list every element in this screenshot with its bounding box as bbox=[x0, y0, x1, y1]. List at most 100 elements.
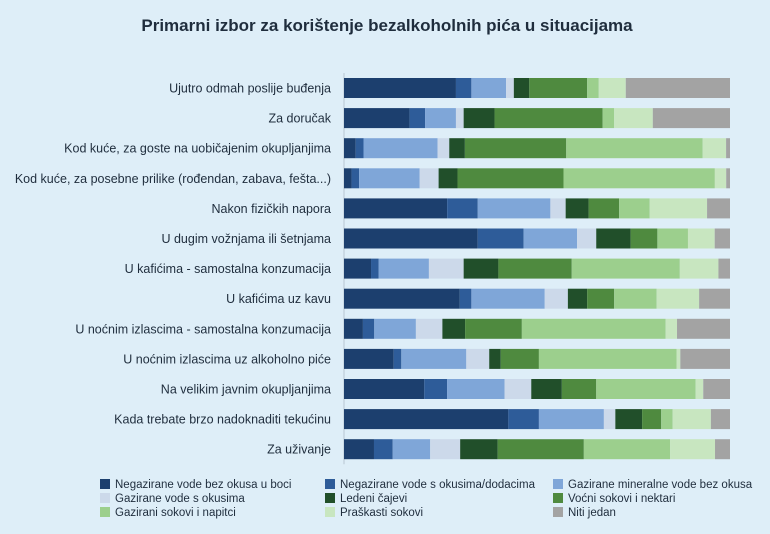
bar-segment-4 bbox=[437, 138, 450, 159]
legend-swatch bbox=[325, 493, 335, 503]
bar-segment-5 bbox=[596, 228, 631, 249]
bar-segment-5 bbox=[567, 288, 588, 309]
bar-segment-9 bbox=[707, 198, 730, 219]
bar-segment-8 bbox=[687, 228, 715, 249]
bar-segment-1 bbox=[344, 168, 352, 189]
bar-segment-6 bbox=[498, 258, 572, 279]
bar-segment-1 bbox=[344, 348, 394, 369]
bar-segment-6 bbox=[588, 198, 620, 219]
bar-segment-3 bbox=[374, 318, 416, 339]
bar-segment-3 bbox=[392, 439, 431, 460]
bar-segment-8 bbox=[665, 318, 678, 339]
bar-segment-8 bbox=[695, 379, 704, 399]
bar-segment-6 bbox=[529, 78, 588, 98]
bar-segment-4 bbox=[466, 348, 490, 369]
bar-segment-2 bbox=[459, 288, 472, 309]
bar-segment-1 bbox=[344, 78, 456, 98]
bar-segment-7 bbox=[566, 138, 703, 159]
bar-segment-6 bbox=[500, 348, 539, 369]
bar-segment-1 bbox=[344, 228, 478, 249]
bar-segment-2 bbox=[424, 379, 448, 399]
bar-segment-9 bbox=[714, 228, 730, 249]
bar-segment-5 bbox=[531, 379, 562, 399]
bar-segment-3 bbox=[538, 409, 604, 430]
category-label: Za doručak bbox=[268, 112, 331, 126]
bar-segment-3 bbox=[378, 258, 429, 279]
category-labels: Ujutro odmah poslije buđenja Za doručak Ko… bbox=[15, 82, 332, 457]
category-label: Na velikim javnim okupljanjima bbox=[161, 383, 331, 397]
bar-segment-6 bbox=[464, 138, 567, 159]
bar-segment-6 bbox=[630, 228, 658, 249]
category-label: U noćnim izlascima - samostalna konzumac… bbox=[75, 322, 331, 336]
bar-segment-5 bbox=[565, 198, 589, 219]
legend-swatch bbox=[100, 479, 110, 489]
bar-segment-2 bbox=[371, 258, 379, 279]
legend-label: Gazirane mineralne vode bez okusa bbox=[568, 479, 753, 491]
bar-segment-6 bbox=[497, 439, 584, 460]
bar-segment-7 bbox=[619, 198, 650, 219]
legend-label: Praškasti sokovi bbox=[340, 507, 423, 519]
bar-segment-6 bbox=[561, 379, 597, 399]
bar-segment-1 bbox=[344, 318, 363, 339]
bar-segment-1 bbox=[344, 288, 460, 309]
bar-segment-4 bbox=[550, 198, 566, 219]
bar-segment-3 bbox=[363, 138, 438, 159]
legend-label: Gazirane vode s okusima bbox=[115, 493, 245, 505]
bar-segment-3 bbox=[523, 228, 578, 249]
bar-segment-8 bbox=[672, 409, 711, 430]
bar-segment-5 bbox=[615, 409, 643, 430]
bar-segment-4 bbox=[504, 379, 532, 399]
legend: Negazirane vode bez okusa u boci Negazira… bbox=[100, 479, 753, 519]
legend-swatch bbox=[553, 493, 563, 503]
bar-segment-2 bbox=[477, 228, 524, 249]
bar-segment-4 bbox=[419, 168, 439, 189]
bar-segment-6 bbox=[642, 409, 662, 430]
bar-segment-7 bbox=[661, 409, 673, 430]
bar-segment-9 bbox=[703, 379, 730, 399]
bar-segment-1 bbox=[344, 198, 448, 219]
legend-swatch bbox=[553, 507, 563, 517]
bar-segment-1 bbox=[344, 439, 374, 460]
category-label: Nakon fizičkih napora bbox=[211, 202, 331, 216]
bar-segment-4 bbox=[506, 78, 514, 98]
category-label: Za uživanje bbox=[267, 443, 331, 457]
legend-swatch bbox=[325, 479, 335, 489]
bar-segment-1 bbox=[344, 258, 372, 279]
bar-segment-9 bbox=[715, 439, 730, 460]
bar-segment-4 bbox=[544, 288, 568, 309]
bar-segment-8 bbox=[614, 108, 653, 129]
bar-segment-9 bbox=[652, 108, 730, 129]
legend-label: Negazirane vode s okusima/dodacima bbox=[340, 479, 536, 491]
legend-swatch bbox=[325, 507, 335, 517]
bar-segment-9 bbox=[718, 258, 730, 279]
bar-segment-9 bbox=[625, 78, 730, 98]
bar-segment-6 bbox=[465, 318, 522, 339]
bar-segment-9 bbox=[699, 288, 730, 309]
legend-label: Voćni sokovi i nektari bbox=[568, 493, 675, 505]
bar-segment-5 bbox=[438, 168, 458, 189]
bar-segment-8 bbox=[670, 439, 716, 460]
bar-segment-5 bbox=[449, 138, 465, 159]
bar-segment-8 bbox=[702, 138, 727, 159]
bar-segment-6 bbox=[587, 288, 615, 309]
bar-segment-9 bbox=[680, 348, 730, 369]
category-label: Kod kuće, za goste na uobičajenim okuplj… bbox=[64, 142, 331, 156]
bar-segment-5 bbox=[460, 439, 498, 460]
bar-segment-3 bbox=[477, 198, 551, 219]
bar-segment-5 bbox=[463, 108, 495, 129]
bar-segment-4 bbox=[603, 409, 616, 430]
bar-segment-3 bbox=[447, 379, 505, 399]
bar-segment-2 bbox=[373, 439, 393, 460]
legend-swatch bbox=[100, 507, 110, 517]
bar-segment-7 bbox=[563, 168, 715, 189]
bar-segment-3 bbox=[425, 108, 456, 129]
bar-segment-4 bbox=[455, 108, 464, 129]
legend-label: Niti jedan bbox=[568, 507, 616, 519]
legend-label: Ledeni čajevi bbox=[340, 493, 407, 505]
bar-segment-4 bbox=[577, 228, 597, 249]
bar-segment-7 bbox=[521, 318, 666, 339]
bar-segment-3 bbox=[471, 78, 507, 98]
bar-segment-5 bbox=[489, 348, 501, 369]
category-label: Kada trebate brzo nadoknaditi tekućinu bbox=[114, 413, 331, 427]
